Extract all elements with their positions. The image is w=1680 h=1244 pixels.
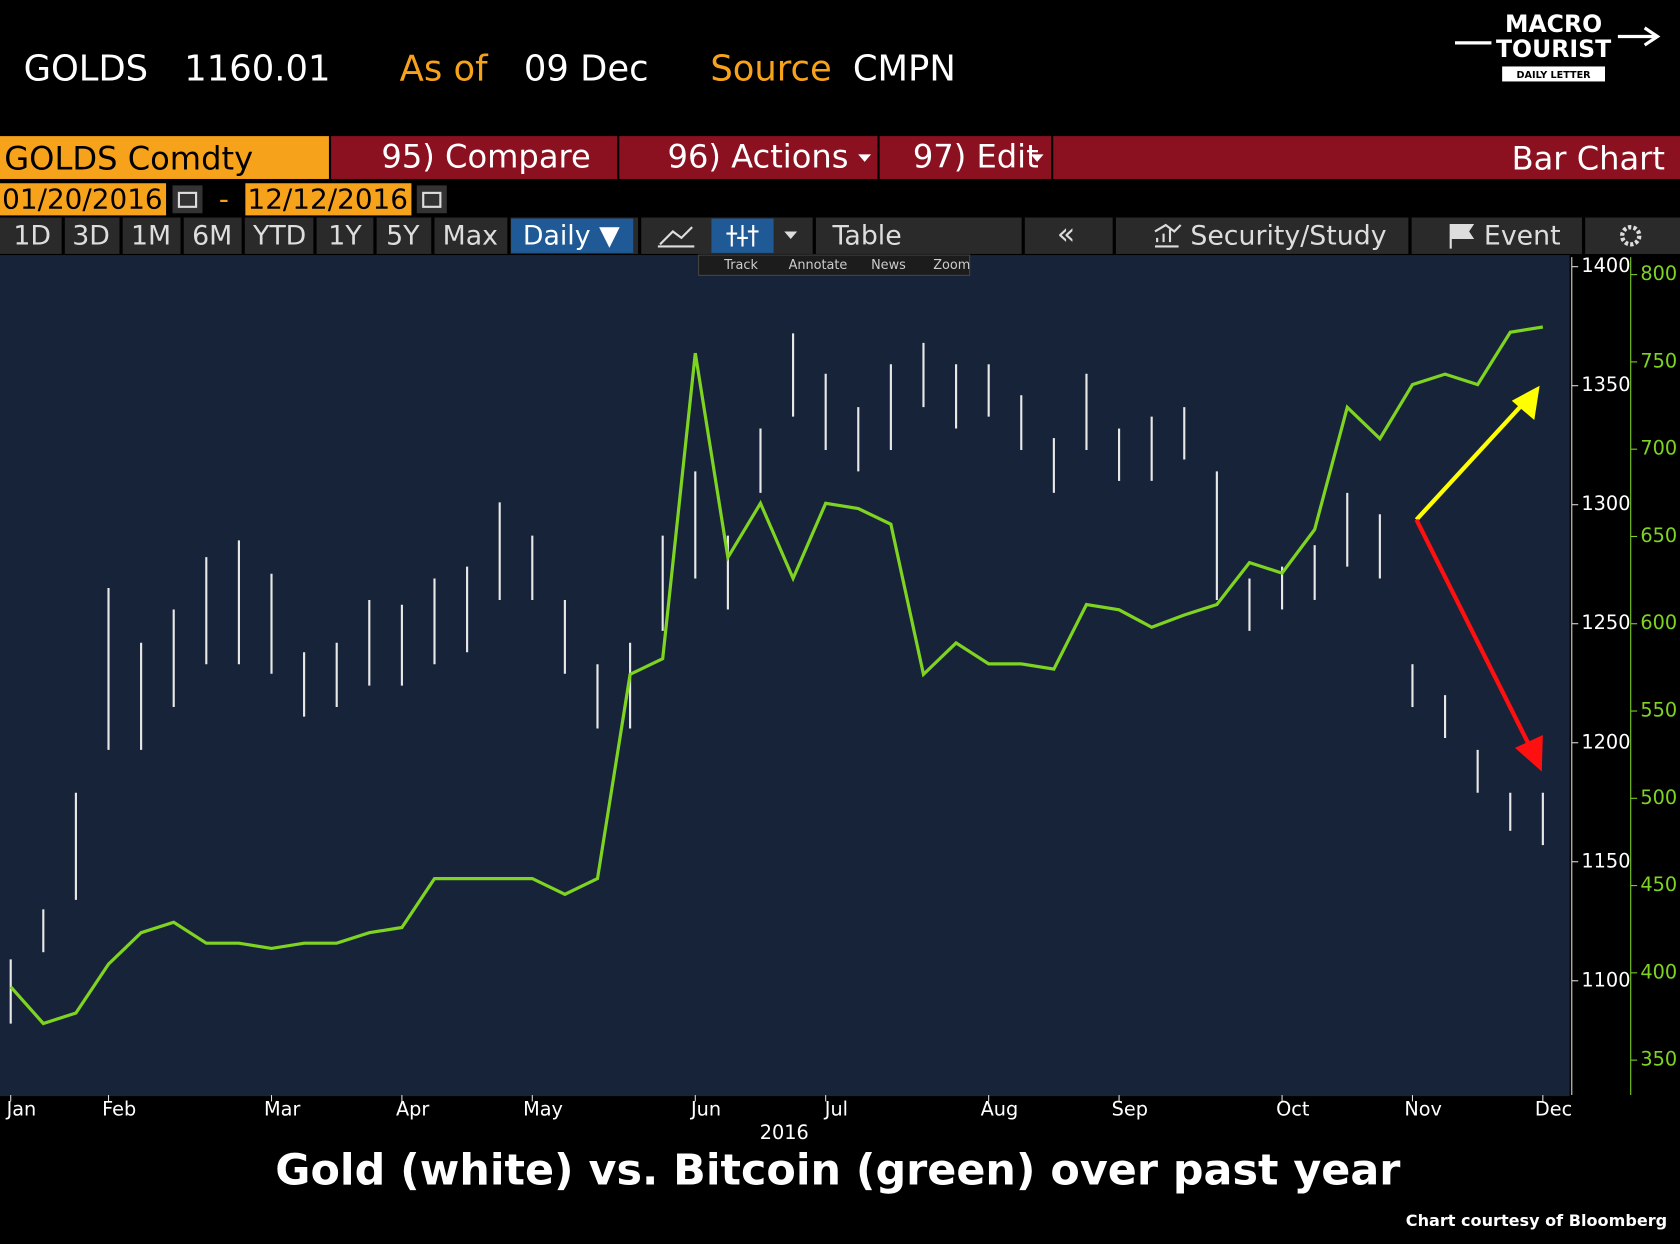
annotation-arrows (1414, 385, 1543, 772)
x-tick-label: Jun (690, 1098, 721, 1121)
y-tick-label: 1150 (1581, 849, 1630, 872)
as-of-date: 09 Dec (524, 49, 649, 90)
frequency-button[interactable] (511, 218, 634, 253)
start-date[interactable]: 01/20/2016 (2, 182, 162, 215)
calendar-icon[interactable] (172, 185, 203, 214)
y-tick-label: 1250 (1581, 611, 1630, 634)
end-date-field[interactable] (245, 183, 412, 216)
tool-button[interactable]: News (871, 258, 906, 273)
date-separator: - (219, 182, 229, 215)
y2-tick-label: 650 (1640, 524, 1677, 547)
source-label: Source (710, 49, 831, 90)
x-tick-label: Feb (102, 1098, 136, 1121)
actions-button[interactable]: 96) Actions (668, 138, 849, 176)
y2-tick-label: 600 (1640, 611, 1677, 634)
table-button[interactable]: Table (832, 220, 902, 251)
settings-icon[interactable] (1620, 225, 1642, 247)
y-tick-label: 1300 (1581, 492, 1630, 515)
logo-text: DAILY LETTER (1517, 70, 1592, 81)
tool-strip (698, 254, 971, 276)
period-button[interactable]: 1Y (328, 220, 362, 251)
y2-tick-label: 400 (1640, 960, 1677, 983)
x-tick-label: Jan (6, 1098, 37, 1121)
x-tick-label: Aug (981, 1098, 1019, 1121)
y2-tick-label: 550 (1640, 699, 1677, 722)
price: 1160.01 (184, 49, 330, 90)
period-button[interactable]: 1D (13, 220, 51, 251)
x-tick-label: Mar (264, 1098, 300, 1121)
price-line (9, 325, 1544, 1026)
plot-area[interactable] (0, 255, 1570, 1097)
logo-text: TOURIST (1496, 35, 1611, 63)
calendar-icon[interactable] (416, 185, 447, 214)
x-tick-label: Nov (1404, 1098, 1442, 1121)
y2-tick-label: 750 (1640, 349, 1677, 372)
y2-tick-label: 800 (1640, 262, 1677, 285)
logo-text: MACRO (1505, 10, 1602, 38)
frequency[interactable]: Daily ▼ (523, 220, 620, 251)
start-date-field[interactable] (0, 183, 167, 216)
logo: MACRO TOURIST DAILY LETTER (1455, 10, 1661, 82)
y2-tick-label: 350 (1640, 1048, 1677, 1071)
security[interactable]: GOLDS Comdty (4, 140, 253, 178)
tool-button[interactable]: Annotate (789, 258, 848, 273)
compare-button[interactable]: 95) Compare (381, 138, 590, 176)
security-field[interactable] (0, 136, 329, 179)
period-button[interactable]: 1M (131, 220, 171, 251)
menu-bar (331, 136, 1680, 179)
period-button[interactable]: 5Y (386, 220, 420, 251)
y-tick-label: 1100 (1581, 968, 1630, 991)
line-chart-icon[interactable] (657, 226, 695, 248)
period-button[interactable]: 3D (72, 220, 110, 251)
period-button[interactable]: Max (443, 220, 498, 251)
collapse-icon[interactable]: « (1057, 217, 1075, 252)
edit-button[interactable]: 97) Edit (913, 138, 1039, 176)
chart-type: Bar Chart (1512, 140, 1665, 178)
y2-tick-label: 450 (1640, 873, 1677, 896)
tool-button[interactable]: Track (723, 258, 758, 273)
ticker: GOLDS (24, 49, 149, 90)
tool-button[interactable]: Zoom (933, 258, 970, 273)
y-tick-label: 1350 (1581, 373, 1630, 396)
security-study-button[interactable]: Security/Study (1190, 220, 1386, 251)
period-button[interactable]: YTD (252, 220, 306, 251)
x-tick-label: Apr (396, 1098, 429, 1121)
y2-tick-label: 700 (1640, 437, 1677, 460)
source: CMPN (853, 49, 956, 90)
event-button[interactable]: Event (1484, 220, 1561, 251)
x-tick-label: Sep (1112, 1098, 1148, 1121)
caption: Gold (white) vs. Bitcoin (green) over pa… (275, 1146, 1400, 1196)
x-tick-label: Oct (1276, 1098, 1310, 1121)
as-of-label: As of (400, 49, 489, 90)
x-axis-year: 2016 (760, 1121, 809, 1144)
credit: Chart courtesy of Bloomberg (1406, 1211, 1667, 1230)
toolbar (0, 217, 1680, 254)
period-buttons: 1D 3D 1M 6M YTD 1Y 5Y Max (13, 220, 498, 251)
y-tick-label: 1200 (1581, 730, 1630, 753)
x-tick-label: Dec (1535, 1098, 1572, 1121)
period-button[interactable]: 6M (192, 220, 232, 251)
x-tick-label: May (523, 1098, 563, 1121)
end-date[interactable]: 12/12/2016 (247, 182, 407, 215)
y2-tick-label: 500 (1640, 786, 1677, 809)
y-tick-label: 1400 (1581, 254, 1630, 277)
x-tick-label: Jul (824, 1098, 848, 1121)
